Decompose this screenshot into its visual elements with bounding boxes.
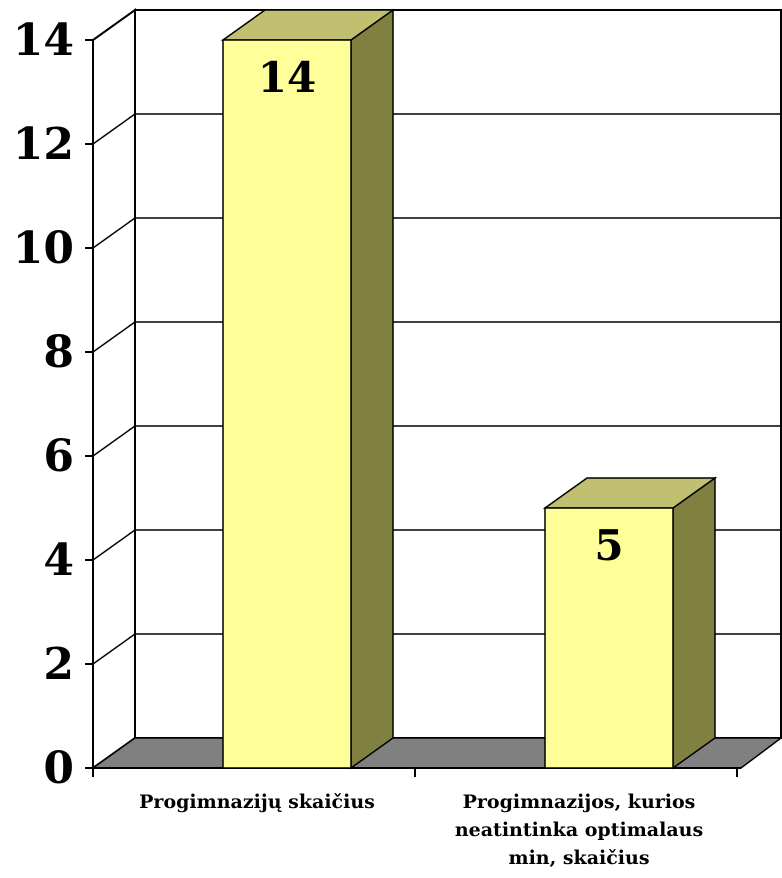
labels: 0 2 4 6 8 10 12 14 14 5 Progimnazijų skaičius Progi… — [13, 15, 703, 869]
side-wall — [92, 8, 136, 770]
y-tick-label: 12 — [13, 119, 74, 170]
bar — [222, 39, 352, 769]
x-tick-label-line: neatintinka optimalaus — [455, 819, 703, 841]
x-tick-label-line: Progimnazijos, kurios — [463, 791, 696, 813]
bar — [544, 507, 674, 769]
y-tick-label: 8 — [43, 327, 74, 378]
y-tick-label: 2 — [43, 639, 74, 690]
gridline-diagonal — [92, 217, 136, 249]
x-tick-label-line: min, skaičius — [508, 847, 649, 869]
gridline-diagonal — [92, 633, 136, 665]
gridline-diagonal — [92, 113, 136, 145]
x-tick-label-line: Progimnazijų skaičius — [139, 791, 375, 813]
data-label: 14 — [258, 53, 316, 102]
bar-side — [672, 476, 716, 770]
x-tick-label: Progimnazijos, kurios neatintinka optimal… — [455, 791, 703, 869]
y-tick-label: 4 — [43, 535, 74, 586]
bar-side — [350, 8, 394, 770]
y-tick-label: 14 — [13, 15, 74, 66]
data-label: 5 — [594, 521, 623, 570]
gridline-diagonal — [92, 425, 136, 457]
gridline-diagonal — [92, 321, 136, 353]
gridline-diagonal — [92, 9, 136, 41]
x-tick-label: Progimnazijų skaičius — [139, 791, 375, 813]
y-tick-label: 10 — [13, 223, 74, 274]
gridline-diagonal — [92, 529, 136, 561]
bars — [220, 8, 718, 770]
y-tick-label: 0 — [43, 743, 74, 794]
y-tick-label: 6 — [43, 431, 74, 482]
